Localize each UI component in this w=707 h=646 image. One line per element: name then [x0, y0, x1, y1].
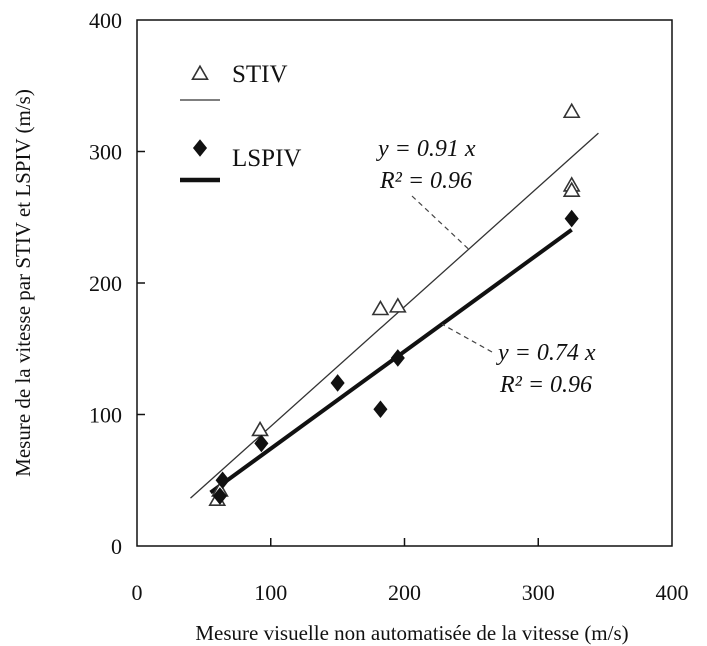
lspiv-leader [441, 323, 493, 353]
stiv-equation-line1: y = 0.91 x [376, 136, 476, 162]
x-tick-label: 100 [254, 580, 287, 605]
legend-stiv-marker [191, 64, 209, 80]
y-tick-label: 400 [89, 8, 122, 33]
legend-lspiv-label: LSPIV [232, 145, 301, 172]
axis-ticks: 0 100 200 300 400 0 100 200 300 400 [89, 8, 689, 605]
fit-line-lspiv [209, 228, 573, 495]
fit-lines [190, 132, 599, 499]
lspiv-point [373, 400, 388, 419]
stiv-equation-line2: R² = 0.96 [379, 168, 472, 194]
legend-lspiv-diamond [192, 139, 208, 157]
legend-lspiv-marker [192, 139, 208, 157]
y-axis-label: Mesure de la vitesse par STIV et LSPIV (… [11, 89, 35, 477]
stiv-point [388, 297, 407, 313]
x-tick-label: 200 [388, 580, 421, 605]
y-tick-label: 100 [89, 403, 122, 428]
lspiv-equation-line2: R² = 0.96 [499, 372, 592, 398]
y-tick-label: 200 [89, 271, 122, 296]
lspiv-point [215, 471, 230, 490]
stiv-point [562, 102, 581, 119]
x-tick-label: 0 [132, 580, 143, 605]
y-tick-label: 300 [89, 140, 122, 165]
stiv-point [562, 181, 581, 197]
legend: STIV LSPIV [180, 61, 301, 183]
data-markers [208, 102, 581, 506]
lspiv-point [212, 487, 227, 505]
legend-stiv-label: STIV [232, 61, 288, 88]
lspiv-point [330, 374, 345, 392]
stiv-point [251, 420, 269, 437]
legend-stiv-triangle [191, 64, 209, 80]
x-tick-label: 400 [656, 580, 689, 605]
lspiv-point [254, 434, 269, 453]
x-axis-label: Mesure visuelle non automatisée de la vi… [195, 621, 628, 645]
stiv-equation: y = 0.91 x R² = 0.96 [376, 136, 476, 194]
annotation-leaders [411, 195, 493, 353]
lspiv-point [564, 209, 579, 228]
stiv-leader [411, 195, 470, 250]
lspiv-equation: y = 0.74 x R² = 0.96 [496, 340, 596, 398]
stiv-point [371, 299, 390, 316]
fit-line-stiv [190, 132, 599, 499]
plot-frame [136, 19, 673, 547]
lspiv-equation-line1: y = 0.74 x [496, 340, 596, 366]
x-tick-label: 300 [522, 580, 555, 605]
y-tick-label: 0 [111, 534, 122, 559]
lspiv-point [390, 349, 405, 367]
